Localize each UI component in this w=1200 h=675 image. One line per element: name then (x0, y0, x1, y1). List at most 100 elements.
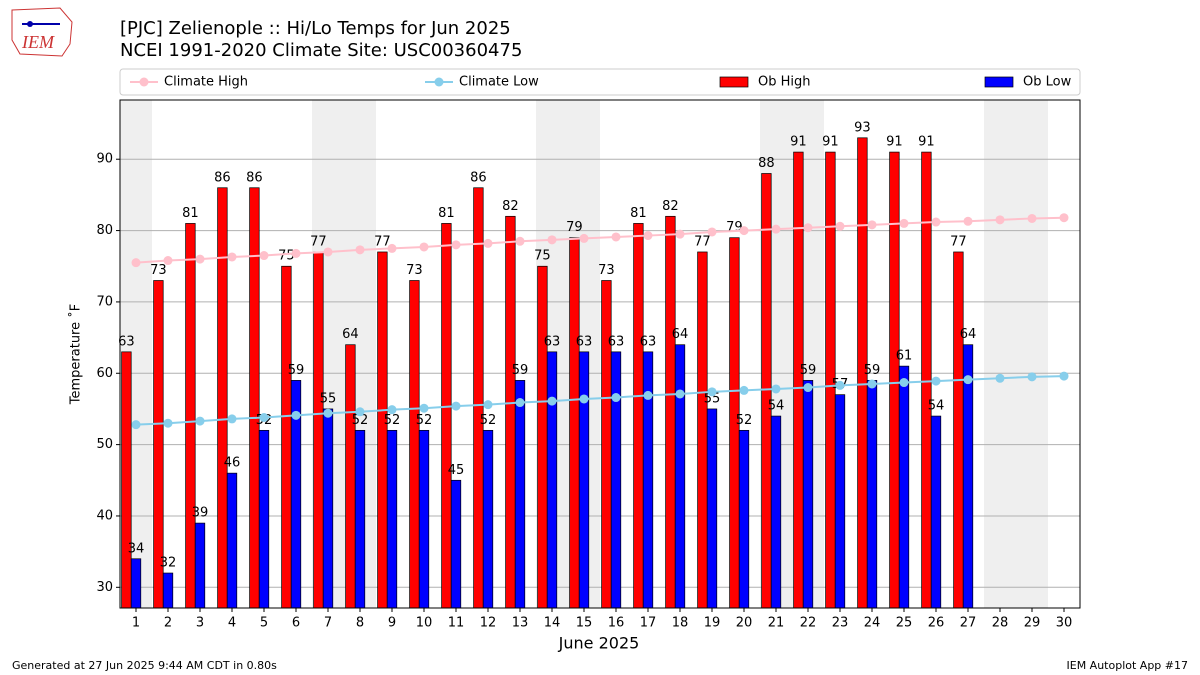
bar (249, 187, 260, 609)
bar (578, 351, 590, 609)
bar (610, 351, 622, 609)
y-axis-label: Temperature ˚F (68, 304, 84, 405)
y-tick-label: 40 (96, 508, 113, 523)
bar (834, 394, 846, 609)
line (135, 216, 1065, 264)
bar-value-label: 46 (224, 456, 241, 471)
x-tick-label: 21 (768, 616, 785, 631)
bar-value-label: 77 (950, 234, 967, 249)
x-tick-label: 29 (1024, 616, 1041, 631)
bar (601, 280, 612, 609)
bar-value-label: 81 (182, 206, 199, 221)
bar (921, 151, 932, 609)
bar-value-label: 39 (192, 506, 209, 521)
point (291, 410, 301, 420)
point (227, 414, 237, 424)
bar-value-label: 75 (534, 249, 551, 264)
point (547, 396, 557, 406)
bar-value-label: 64 (672, 327, 689, 342)
bar (194, 522, 206, 609)
point (227, 252, 237, 262)
bar-value-label: 86 (246, 170, 263, 185)
legend-box (119, 68, 1081, 96)
point (259, 413, 269, 422)
bar-value-label: 77 (310, 234, 327, 249)
bar (642, 351, 654, 609)
weekend-shade (1016, 100, 1048, 608)
point (131, 420, 141, 430)
bar (121, 351, 132, 609)
bar (386, 429, 398, 609)
point (867, 379, 877, 389)
point (643, 390, 653, 400)
x-tick-label: 14 (544, 616, 561, 631)
y-tick-label: 50 (96, 437, 113, 452)
bar (706, 408, 718, 609)
point (675, 229, 685, 239)
legend-label: Ob High (758, 75, 811, 90)
y-tick-label: 70 (96, 294, 113, 309)
point (1027, 372, 1037, 382)
point (579, 394, 589, 404)
bar-value-label: 54 (768, 399, 785, 414)
bar (281, 265, 292, 609)
point (643, 231, 653, 241)
x-tick-label: 13 (512, 616, 529, 631)
legend-marker (139, 77, 149, 87)
bar (226, 472, 238, 609)
bar (761, 173, 772, 609)
y-tick-label: 90 (96, 152, 113, 167)
bar-value-label: 52 (384, 413, 401, 428)
bar-value-label: 91 (918, 135, 935, 150)
point (515, 236, 525, 246)
point (291, 248, 301, 258)
x-tick-label: 18 (672, 616, 689, 631)
bar-value-label: 59 (800, 363, 817, 378)
point (931, 376, 941, 386)
bar (889, 151, 900, 609)
x-tick-label: 5 (260, 616, 268, 631)
bar-value-label: 91 (886, 135, 903, 150)
point (387, 405, 397, 415)
bar-value-label: 91 (790, 135, 807, 150)
point (387, 243, 397, 253)
x-tick-label: 15 (576, 616, 593, 631)
x-tick-label: 1 (132, 616, 140, 631)
bar (418, 429, 430, 609)
x-tick-label: 24 (864, 616, 881, 631)
footer-right: IEM Autoplot App #17 (1067, 659, 1189, 672)
legend-label: Climate High (164, 75, 248, 90)
bar (770, 415, 782, 609)
x-tick-label: 12 (480, 616, 497, 631)
bar-value-label: 59 (864, 363, 881, 378)
point (707, 387, 717, 397)
bar (962, 344, 974, 609)
point (963, 216, 973, 226)
point (419, 242, 429, 252)
point (771, 384, 781, 394)
bar-value-label: 63 (640, 334, 657, 349)
bar-value-label: 54 (928, 399, 945, 414)
bar (322, 408, 334, 609)
bar-value-label: 59 (512, 363, 529, 378)
bar-value-label: 52 (736, 413, 753, 428)
bar (162, 572, 174, 609)
chart-title: [PJC] Zelienople :: Hi/Lo Temps for Jun … (120, 18, 511, 39)
x-tick-label: 10 (416, 616, 433, 631)
x-tick-label: 26 (928, 616, 945, 631)
bar (569, 237, 580, 609)
bar-value-label: 93 (854, 120, 871, 135)
point (707, 227, 717, 237)
point (195, 254, 205, 264)
bar (665, 215, 676, 609)
bar-value-label: 82 (502, 199, 519, 214)
point (611, 393, 621, 403)
bar-value-label: 73 (150, 263, 167, 278)
bar (738, 429, 750, 609)
legend-marker (434, 77, 444, 87)
point (579, 233, 589, 243)
y-tick-label: 30 (96, 580, 113, 595)
bar (409, 280, 420, 609)
bar-value-label: 52 (416, 413, 433, 428)
